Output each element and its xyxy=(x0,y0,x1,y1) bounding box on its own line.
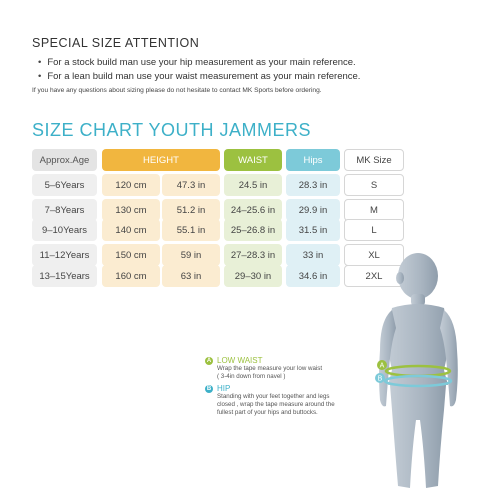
cell-hips: 31.5 in xyxy=(286,219,340,241)
header-hips: Hips xyxy=(286,149,340,171)
child-figure-illustration: A B xyxy=(375,253,458,488)
cell-height-in: 63 in xyxy=(162,265,220,287)
cell-height-in: 47.3 in xyxy=(162,174,220,196)
cell-size: M xyxy=(344,199,404,221)
chart-title: SIZE CHART YOUTH JAMMERS xyxy=(32,120,312,140)
cell-age: 7–8Years xyxy=(32,199,97,221)
badge-b: B xyxy=(205,384,213,393)
cell-size: L xyxy=(344,219,404,241)
cell-age: 11–12Years xyxy=(32,244,97,266)
legend-hip-desc: fullest part of your hips and buttocks. xyxy=(217,409,318,416)
cell-height-in: 51.2 in xyxy=(162,199,220,221)
cell-hips: 28.3 in xyxy=(286,174,340,196)
cell-waist: 27–28.3 in xyxy=(224,244,282,266)
header-size: MK Size xyxy=(344,149,404,171)
cell-height-cm: 140 cm xyxy=(102,219,160,241)
cell-hips: 33 in xyxy=(286,244,340,266)
legend-hip-desc: closed , wrap the tape measure around th… xyxy=(217,401,335,408)
cell-waist: 24.5 in xyxy=(224,174,282,196)
cell-age: 5–6Years xyxy=(32,174,97,196)
header-height: HEIGHT xyxy=(102,149,220,171)
cell-waist: 29–30 in xyxy=(224,265,282,287)
attention-list: For a stock build man use your hip measu… xyxy=(38,56,360,84)
cell-height-in: 55.1 in xyxy=(162,219,220,241)
attention-title: SPECIAL SIZE ATTENTION xyxy=(32,36,200,50)
cell-height-in: 59 in xyxy=(162,244,220,266)
legend-hip-desc: Standing with your feet together and leg… xyxy=(217,393,330,400)
cell-waist: 25–26.8 in xyxy=(224,219,282,241)
cell-height-cm: 120 cm xyxy=(102,174,160,196)
cell-height-cm: 160 cm xyxy=(102,265,160,287)
sizing-note: If you have any questions about sizing p… xyxy=(32,87,322,94)
measurement-legend: A LOW WAIST Wrap the tape measure your l… xyxy=(205,356,375,417)
legend-hip-title: HIP xyxy=(217,384,231,393)
cell-height-cm: 130 cm xyxy=(102,199,160,221)
cell-waist: 24–25.6 in xyxy=(224,199,282,221)
legend-waist-desc: Wrap the tape measure your low waist xyxy=(217,365,323,372)
figure-badge-a: A xyxy=(380,363,385,370)
cell-age: 9–10Years xyxy=(32,219,97,241)
cell-hips: 29.9 in xyxy=(286,199,340,221)
badge-a: A xyxy=(205,356,213,365)
cell-height-cm: 150 cm xyxy=(102,244,160,266)
legend-waist: A LOW WAIST xyxy=(205,356,375,365)
cell-hips: 34.6 in xyxy=(286,265,340,287)
attention-bullet: For a lean build man use your waist meas… xyxy=(38,70,360,84)
header-waist: WAIST xyxy=(224,149,282,171)
cell-age: 13–15Years xyxy=(32,265,97,287)
legend-waist-desc: ( 3-4in down from navel ) xyxy=(217,373,286,380)
legend-waist-title: LOW WAIST xyxy=(217,356,263,365)
legend-hip: B HIP xyxy=(205,384,375,393)
header-age: Approx.Age xyxy=(32,149,97,171)
cell-size: S xyxy=(344,174,404,196)
figure-badge-b: B xyxy=(378,376,383,383)
attention-bullet: For a stock build man use your hip measu… xyxy=(38,56,360,70)
